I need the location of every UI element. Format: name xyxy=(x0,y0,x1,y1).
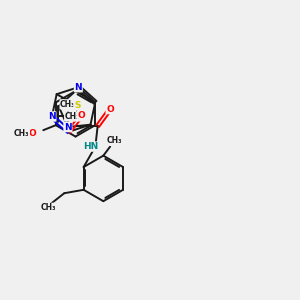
Text: O: O xyxy=(77,111,85,120)
Text: CH₃: CH₃ xyxy=(40,203,56,212)
Text: CH₃: CH₃ xyxy=(60,100,76,109)
Text: N: N xyxy=(48,112,56,121)
Text: O: O xyxy=(106,104,114,113)
Text: S: S xyxy=(74,101,80,110)
Text: N: N xyxy=(64,123,72,132)
Text: HN: HN xyxy=(84,142,99,151)
Text: CH₃: CH₃ xyxy=(107,136,122,146)
Text: O: O xyxy=(29,129,37,138)
Text: CH₃: CH₃ xyxy=(65,112,80,121)
Text: CH₃: CH₃ xyxy=(14,129,29,138)
Text: N: N xyxy=(74,83,82,92)
